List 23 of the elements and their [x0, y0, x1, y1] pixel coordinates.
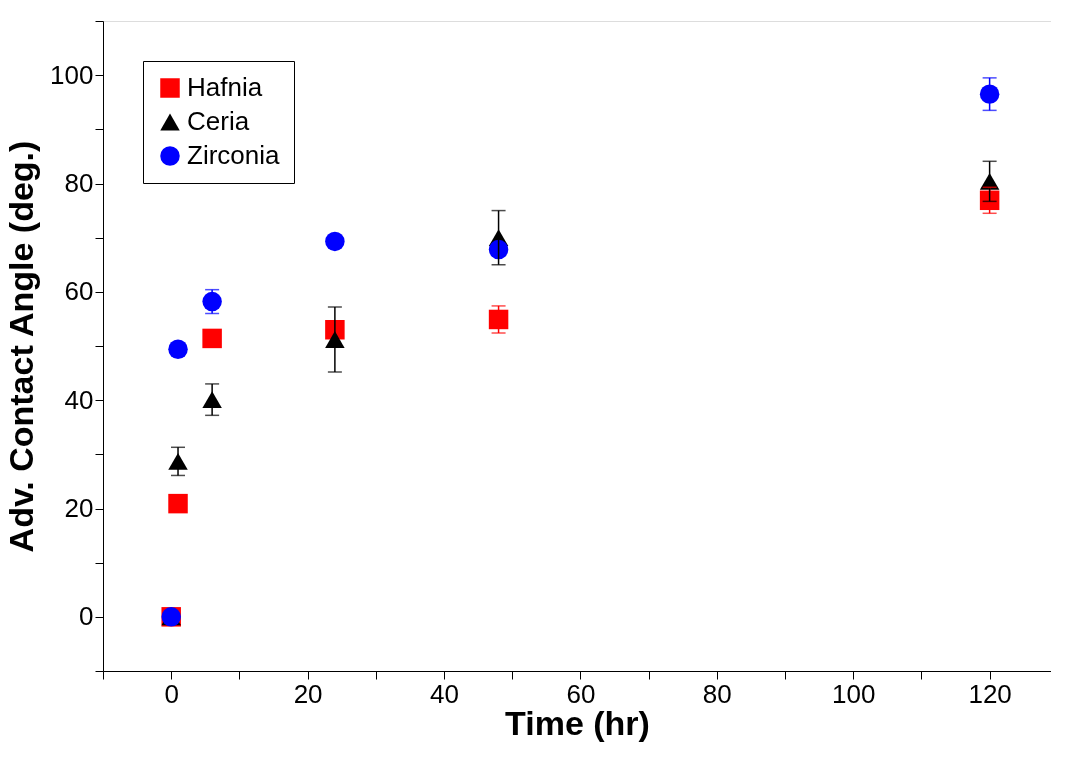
y-tick-label: 0 — [79, 601, 94, 632]
legend-label: Hafnia — [187, 72, 263, 102]
y-tick-label: 100 — [50, 59, 94, 90]
point — [979, 84, 1000, 104]
x-tick-label: 120 — [968, 678, 1012, 709]
point — [979, 190, 1000, 211]
point — [488, 239, 509, 260]
y-tick-label: 40 — [64, 384, 94, 415]
y-axis-title: Adv. Contact Angle (deg.) — [2, 140, 41, 553]
x-tick-label: 100 — [832, 678, 876, 709]
x-tick-label: 80 — [702, 678, 732, 709]
point — [325, 231, 345, 252]
x-tick-label: 0 — [164, 678, 179, 709]
x-tick-label: 40 — [430, 678, 459, 709]
y-tick-label: 20 — [64, 493, 94, 523]
y-tick-label: 60 — [64, 276, 94, 307]
point — [202, 328, 222, 349]
point — [168, 339, 188, 359]
legend-label: Ceria — [187, 106, 250, 136]
x-tick-label: 20 — [293, 678, 323, 709]
legend-label: Zirconia — [187, 140, 281, 170]
y-tick-label: 80 — [64, 168, 94, 198]
point — [488, 309, 509, 330]
